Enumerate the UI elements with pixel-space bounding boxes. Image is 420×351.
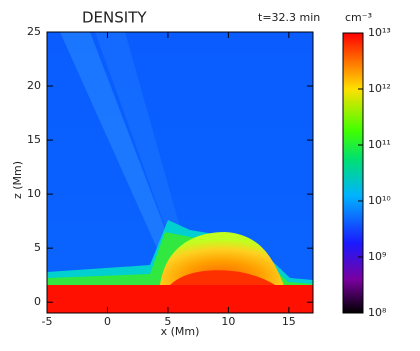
plot-frame xyxy=(46,31,314,314)
y-tick-label: 25 xyxy=(27,25,41,38)
x-tick-label: -5 xyxy=(42,315,53,328)
chart-subtitle: t=32.3 min xyxy=(258,11,320,24)
colorbar-tick-label: 10¹⁰ xyxy=(368,194,391,207)
x-tick-label: 10 xyxy=(221,315,235,328)
x-tick-label: 5 xyxy=(164,315,171,328)
chart-title: DENSITY xyxy=(82,9,147,27)
x-tick-label: 0 xyxy=(104,315,111,328)
colorbar-tick-label: 10¹³ xyxy=(368,26,391,39)
x-tick-label: 15 xyxy=(282,315,296,328)
colorbar-tick-label: 10⁸ xyxy=(368,306,387,319)
colorbar xyxy=(342,32,364,314)
colorbar-label: cm⁻³ xyxy=(345,11,372,24)
y-tick-label: 20 xyxy=(27,79,41,92)
colorbar-tick-label: 10⁹ xyxy=(368,250,386,263)
y-tick-label: 15 xyxy=(27,133,41,146)
y-tick-label: 0 xyxy=(34,295,41,308)
y-tick-label: 5 xyxy=(34,241,41,254)
x-axis-label: x (Mm) xyxy=(161,325,200,338)
y-axis-label: z (Mm) xyxy=(11,161,24,199)
density-field xyxy=(47,32,313,313)
colorbar-tick-label: 10¹¹ xyxy=(368,138,391,151)
y-tick-label: 10 xyxy=(27,187,41,200)
colorbar-tick-label: 10¹² xyxy=(368,82,391,95)
